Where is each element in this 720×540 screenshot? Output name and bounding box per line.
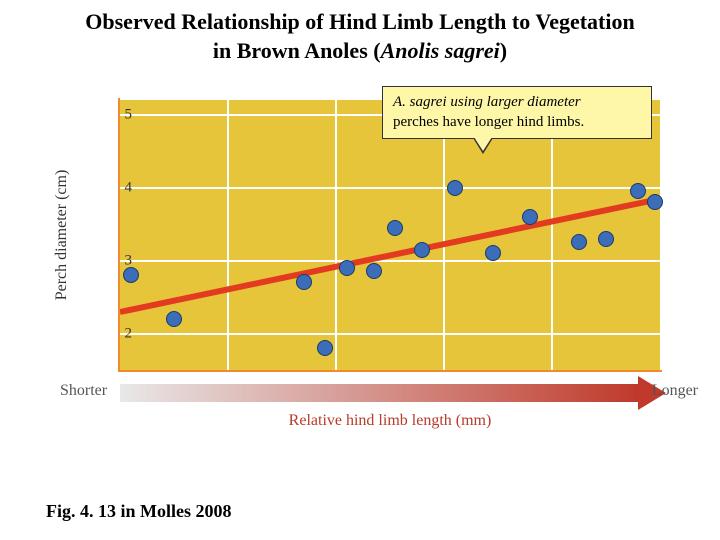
x-axis-label: Relative hind limb length (mm) xyxy=(120,412,660,430)
title-line2-italic: Anolis sagrei xyxy=(381,38,500,63)
x-axis-right-label: Longer xyxy=(652,382,698,400)
figure-caption: Fig. 4. 13 in Molles 2008 xyxy=(46,501,232,522)
y-tick-label: 5 xyxy=(125,106,133,123)
arrow-bar xyxy=(120,384,640,402)
y-tick-label: 3 xyxy=(125,252,133,269)
callout-box: A. sagrei using larger diameter perches … xyxy=(382,86,652,139)
title-line1: Observed Relationship of Hind Limb Lengt… xyxy=(85,9,634,34)
plot-border xyxy=(118,98,662,372)
y-tick-label: 4 xyxy=(125,179,133,196)
scatter-chart: Perch diameter (cm) A. sagrei using larg… xyxy=(40,80,680,440)
callout-tail-icon xyxy=(473,138,493,154)
title-line2-post: ) xyxy=(500,38,507,63)
y-axis-label: Perch diameter (cm) xyxy=(53,170,71,301)
callout-italic: A. sagrei xyxy=(393,94,447,110)
y-tick-label: 2 xyxy=(125,325,133,342)
x-axis-left-label: Shorter xyxy=(60,382,107,400)
callout-text3: perches have longer hind limbs. xyxy=(393,114,584,130)
page-title: Observed Relationship of Hind Limb Lengt… xyxy=(0,0,720,65)
x-axis-arrow xyxy=(120,380,660,408)
callout-text2: using larger diameter xyxy=(447,94,581,110)
title-line2-pre: in Brown Anoles ( xyxy=(213,38,381,63)
plot-region: A. sagrei using larger diameter perches … xyxy=(120,100,660,370)
